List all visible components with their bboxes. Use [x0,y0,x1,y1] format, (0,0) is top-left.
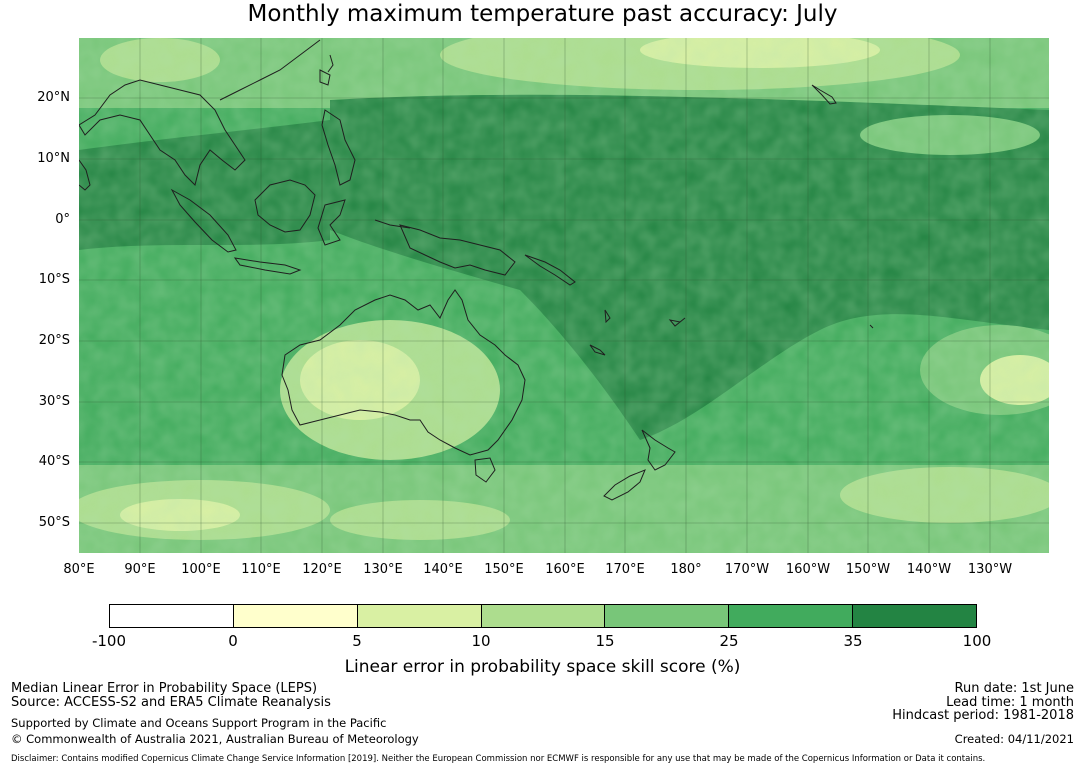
india-coast [79,159,91,191]
lon-label: 140°W [906,562,952,577]
lon-label: 160°E [545,562,585,577]
lon-label: 140°E [423,562,463,577]
lat-label: 0° [55,212,70,227]
lat-label: 30°S [38,394,70,409]
colorbar [109,604,977,628]
colorbar-tick: 35 [843,632,863,650]
lat-label: 50°S [38,515,70,530]
tasmania-coast [474,457,496,483]
colorbar-tick: -100 [91,632,127,650]
nz-south-coast [603,469,646,501]
colorbar-segment [233,605,358,627]
nz-north-coast [641,429,676,471]
colorbar-tick: 25 [719,632,739,650]
colorbar-segment [729,605,854,627]
colorbar-segment [481,605,606,627]
footer-copyright: © Commonwealth of Australia 2021, Austra… [11,732,419,746]
lon-label: 100°E [181,562,221,577]
hindcast-period: Hindcast period: 1981-2018 [892,708,1074,723]
map-title: Monthly maximum temperature past accurac… [247,1,838,27]
colorbar-segment [853,605,977,627]
lon-label: 130°W [967,562,1013,577]
run-date: Run date: 1st June [954,681,1074,696]
lat-label: 20°N [37,90,70,105]
lon-label: 110°E [241,562,281,577]
colorbar-segment [605,605,730,627]
lat-label: 40°S [38,454,70,469]
colorbar-tick: 10 [471,632,491,650]
colorbar-tick: 15 [595,632,615,650]
philippines-coast [321,109,356,186]
disclaimer: Disclaimer: Contains modified Copernicus… [11,754,986,764]
lon-label: 120°E [302,562,342,577]
footer-source: Source: ACCESS-S2 and ERA5 Climate Reana… [11,695,331,710]
lon-label: 130°E [363,562,403,577]
borneo-coast [254,179,316,233]
lon-label: 80°E [63,562,95,577]
lon-label: 170°E [605,562,645,577]
lon-label: 150°E [484,562,524,577]
colorbar-segment [110,605,234,627]
lon-label: 150°W [845,562,891,577]
sulawesi-coast [317,199,346,246]
java-coast [233,257,302,275]
china-coast [219,39,321,101]
new-guinea-coast [399,224,516,276]
created-date: Created: 04/11/2021 [954,732,1074,746]
lon-label: 170°W [724,562,770,577]
lead-time: Lead time: 1 month [946,695,1074,710]
graticule [79,38,1049,553]
colorbar-title: Linear error in probability space skill … [344,657,741,677]
map-field [79,38,1049,553]
lon-label: 180° [670,562,702,577]
colorbar-segment [357,605,482,627]
taiwan-coast [319,69,331,86]
footer-support: Supported by Climate and Oceans Support … [11,716,387,730]
footer-leps: Median Linear Error in Probability Space… [11,681,318,696]
lat-label: 20°S [38,333,70,348]
colorbar-tick: 0 [228,632,238,650]
colorbar-tick: 100 [962,632,992,650]
skill-score-map [79,38,1049,553]
australia-coast [281,289,526,456]
lon-label: 90°E [124,562,156,577]
lon-label: 160°W [785,562,831,577]
coastlines [79,39,874,501]
lat-label: 10°N [37,151,70,166]
asia-coast [79,79,246,186]
sumatra-coast [170,188,237,253]
lat-label: 10°S [38,272,70,287]
colorbar-tick: 5 [352,632,362,650]
